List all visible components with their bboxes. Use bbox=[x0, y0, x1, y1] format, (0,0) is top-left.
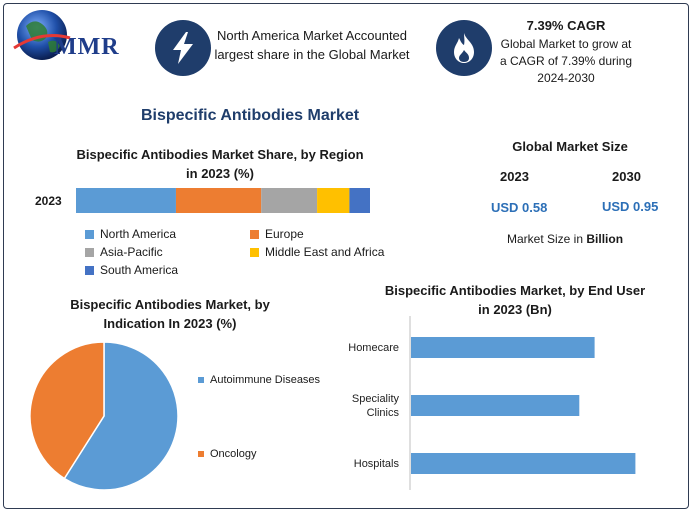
market-year-2030: 2030 bbox=[612, 169, 641, 184]
region-bar-south-america bbox=[349, 188, 370, 213]
market-size-note: Market Size in Billion bbox=[507, 232, 623, 246]
indication-pie bbox=[29, 341, 179, 491]
cagr-text: Global Market to grow at a CAGR of 7.39%… bbox=[499, 37, 633, 85]
enduser-label-speciality-clinics: Speciality bbox=[352, 393, 400, 405]
flame-badge bbox=[436, 20, 492, 76]
enduser-label-hospitals: Hospitals bbox=[354, 458, 400, 470]
region-bar-north-america bbox=[76, 188, 176, 213]
legend-label-asia-pacific: Asia-Pacific bbox=[100, 245, 163, 259]
region-chart-title: Bispecific Antibodies Market Share, by R… bbox=[76, 147, 364, 181]
legend-label-oncology: Oncology bbox=[210, 448, 257, 460]
logo-text: MMR bbox=[54, 34, 120, 60]
legend-mea: Middle East and Africa bbox=[250, 245, 384, 259]
indication-chart-title: Bispecific Antibodies Market, by Indicat… bbox=[70, 297, 270, 331]
lightning-badge bbox=[155, 20, 211, 76]
pie-slice-autoimmune bbox=[63, 341, 179, 491]
region-bar-mea bbox=[317, 188, 350, 213]
legend-swatch-autoimmune bbox=[198, 377, 204, 383]
region-stacked-bar bbox=[76, 188, 370, 213]
enduser-bar-speciality-clinics bbox=[411, 395, 580, 416]
info-north-america: North America Market Accounted largest s… bbox=[214, 28, 410, 62]
enduser-bar-homecare bbox=[411, 337, 595, 358]
flame-icon bbox=[454, 33, 474, 63]
market-year-2023: 2023 bbox=[500, 169, 529, 184]
enduser-bar-hospitals bbox=[411, 453, 636, 474]
pie-slice-oncology bbox=[29, 341, 105, 480]
legend-label-south-america: South America bbox=[100, 263, 179, 277]
legend-label-europe: Europe bbox=[265, 227, 304, 241]
legend-swatch-europe bbox=[250, 229, 259, 239]
legend-label-autoimmune: Autoimmune Diseases bbox=[210, 374, 321, 386]
market-value-2023: USD 0.58 bbox=[491, 200, 548, 215]
legend-north-america: North America bbox=[85, 227, 176, 241]
enduser-bar-chart: Homecare Speciality Clinics Hospitals bbox=[348, 316, 636, 490]
logo: MMR bbox=[12, 8, 142, 68]
legend-swatch-oncology bbox=[198, 451, 204, 457]
legend-asia-pacific: Asia-Pacific bbox=[85, 245, 163, 259]
lightning-icon bbox=[173, 32, 193, 64]
region-bar-asia-pacific bbox=[261, 188, 318, 213]
legend-south-america: South America bbox=[85, 263, 178, 277]
legend-swatch-south-america bbox=[85, 265, 94, 275]
enduser-chart-title: Bispecific Antibodies Market, by End Use… bbox=[384, 283, 646, 317]
legend-label-north-america: North America bbox=[100, 227, 177, 241]
legend-label-mea: Middle East and Africa bbox=[265, 245, 385, 259]
legend-europe: Europe bbox=[250, 227, 304, 241]
market-size-title: Global Market Size bbox=[512, 139, 628, 154]
legend-autoimmune: Autoimmune Diseases bbox=[198, 374, 320, 386]
region-category-label: 2023 bbox=[35, 194, 62, 208]
region-bar-europe bbox=[175, 188, 262, 213]
market-size-note-unit: Billion bbox=[586, 232, 624, 246]
market-value-2030: USD 0.95 bbox=[602, 199, 659, 214]
legend-oncology: Oncology bbox=[198, 448, 256, 460]
infographic-frame bbox=[3, 3, 689, 509]
cagr-title: 7.39% CAGR bbox=[526, 18, 606, 33]
market-size-note-prefix: Market Size in bbox=[507, 232, 587, 246]
legend-swatch-asia-pacific bbox=[85, 247, 94, 257]
enduser-label-homecare: Homecare bbox=[348, 342, 399, 354]
legend-swatch-mea bbox=[250, 247, 259, 257]
legend-swatch-north-america bbox=[85, 229, 94, 239]
enduser-label-speciality-clinics: Clinics bbox=[367, 407, 400, 419]
globe-icon bbox=[13, 10, 71, 60]
main-title: Bispecific Antibodies Market bbox=[140, 107, 360, 124]
